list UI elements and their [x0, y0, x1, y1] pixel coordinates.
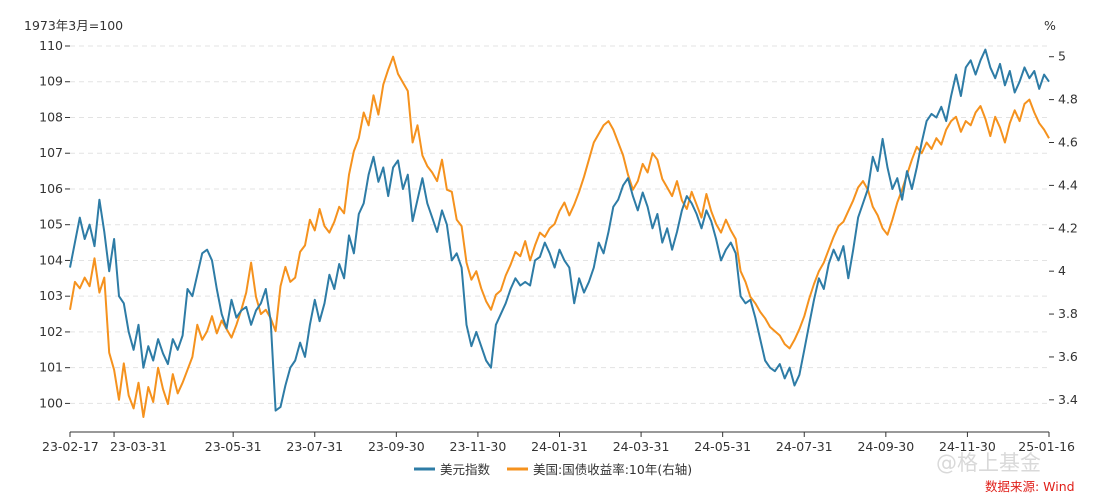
- x-tick-label: 23-05-31: [205, 439, 262, 454]
- x-tick-label: 25-01-16: [1018, 439, 1075, 454]
- left-tick-label: 110: [39, 38, 63, 53]
- right-tick-label: 4.6: [1058, 135, 1078, 150]
- left-tick-label: 100: [39, 395, 63, 410]
- left-tick-label: 106: [39, 181, 63, 196]
- x-tick-label: 23-03-31: [110, 439, 167, 454]
- right-tick-label: 3.6: [1058, 349, 1078, 364]
- x-tick-label: 24-07-31: [776, 439, 833, 454]
- x-tick-label: 23-02-17: [42, 439, 99, 454]
- x-tick-label: 24-11-30: [939, 439, 996, 454]
- left-tick-label: 107: [39, 145, 63, 160]
- right-tick-label: 4.2: [1058, 220, 1078, 235]
- left-tick-label: 105: [39, 217, 63, 232]
- legend: 美元指数 美国:国债收益率:10年(右轴): [414, 462, 692, 477]
- right-tick-label: 4.4: [1058, 177, 1078, 192]
- right-tick-label: 5: [1058, 49, 1066, 64]
- left-tick-label: 108: [39, 109, 63, 124]
- right-tick-label: 4.8: [1058, 92, 1078, 107]
- series-lines: [69, 48, 1050, 418]
- left-tick-label: 109: [39, 74, 63, 89]
- watermark: @格上基金: [936, 451, 1041, 475]
- x-tick-label: 24-05-31: [694, 439, 751, 454]
- series-line-usd-index: [69, 48, 1050, 412]
- x-tick-label: 23-09-30: [368, 439, 425, 454]
- right-tick-label: 3.8: [1058, 306, 1078, 321]
- left-tick-label: 101: [39, 360, 63, 375]
- left-axis-ticks: 100 101 102 103 104 105 106 107 108 109 110: [39, 38, 70, 410]
- right-axis-unit: %: [1044, 18, 1056, 33]
- left-tick-label: 103: [39, 288, 63, 303]
- legend-label-treasury-10y: 美国:国债收益率:10年(右轴): [533, 462, 692, 477]
- left-tick-label: 102: [39, 324, 63, 339]
- gridlines: [70, 45, 1049, 404]
- x-tick-label: 24-09-30: [857, 439, 914, 454]
- source-note: 数据来源: Wind: [985, 479, 1075, 494]
- x-tick-label: 23-11-30: [450, 439, 507, 454]
- x-tick-label: 24-01-31: [531, 439, 588, 454]
- legend-label-usd-index: 美元指数: [440, 462, 491, 477]
- right-axis-ticks: 3.4 3.6 3.8 4 4.2 4.4 4.6 4.8 5: [1049, 49, 1078, 407]
- left-axis-unit: 1973年3月=100: [24, 18, 123, 33]
- right-tick-label: 3.4: [1058, 392, 1078, 407]
- x-tick-label: 24-03-31: [613, 439, 670, 454]
- x-tick-label: 23-07-31: [286, 439, 343, 454]
- x-axis-ticks: 23-02-17 23-03-31 23-05-31 23-07-31 23-09-30…: [42, 432, 1075, 454]
- series-line-treasury-10y: [69, 55, 1050, 418]
- left-tick-label: 104: [39, 252, 63, 267]
- right-tick-label: 4: [1058, 263, 1066, 278]
